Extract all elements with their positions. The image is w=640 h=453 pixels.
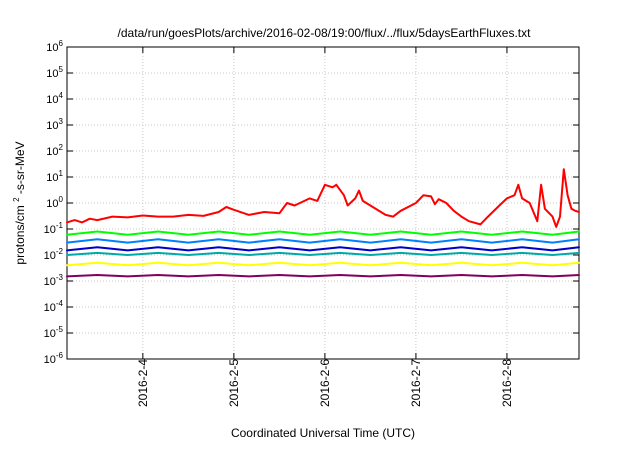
y-tick-label: 10-4 bbox=[44, 299, 64, 314]
y-tick-label-exponent: 1 bbox=[59, 169, 64, 178]
y-tick-label-exponent: 6 bbox=[59, 39, 64, 48]
y-tick-label-base: 10 bbox=[44, 354, 56, 366]
y-tick-label: 10-1 bbox=[44, 221, 64, 236]
y-tick-label-base: 10 bbox=[46, 68, 58, 80]
x-tick-label: 2016-2-7 bbox=[409, 359, 423, 407]
y-tick-label-exponent: 2 bbox=[59, 143, 64, 152]
y-tick-label-exponent: -5 bbox=[56, 325, 64, 334]
y-tick-label-base: 10 bbox=[46, 172, 58, 184]
x-axis: 2016-2-4 2016-2-5 2016-2-6 2016-2-7 2016-2-8 bbox=[136, 47, 514, 407]
y-axis-label: protons/cm 2 -s-sr-MeV bbox=[8, 141, 27, 264]
y-tick-label: 10-3 bbox=[44, 273, 64, 288]
y-tick-label-exponent: 0 bbox=[59, 195, 64, 204]
y-tick-label-exponent: -1 bbox=[56, 221, 64, 230]
series-line-7 bbox=[66, 274, 580, 278]
series-line-6 bbox=[66, 261, 580, 267]
y-tick-label: 104 bbox=[46, 91, 63, 106]
y-tick-label: 103 bbox=[46, 117, 63, 132]
y-tick-label-base: 10 bbox=[46, 42, 58, 54]
series-line-5 bbox=[66, 251, 580, 256]
chart-title: /data/run/goesPlots/archive/2016-02-08/1… bbox=[118, 26, 532, 40]
y-axis-label-superscript: 2 bbox=[12, 197, 21, 202]
series-line-3 bbox=[66, 238, 580, 244]
series-line-2 bbox=[66, 230, 580, 236]
series-layer bbox=[66, 168, 580, 278]
y-tick-label: 10-2 bbox=[44, 247, 64, 262]
x-tick-label: 2016-2-6 bbox=[318, 359, 332, 407]
y-axis: 10-610-510-410-310-210-11001011021031041… bbox=[44, 39, 579, 366]
x-tick-label: 2016-2-8 bbox=[500, 359, 514, 407]
y-tick-label-base: 10 bbox=[46, 146, 58, 158]
y-axis-label-tail: -s-sr-MeV bbox=[13, 141, 27, 194]
y-tick-label: 10-5 bbox=[44, 325, 64, 340]
y-tick-label-exponent: -2 bbox=[56, 247, 64, 256]
y-tick-label-base: 10 bbox=[44, 250, 56, 262]
y-tick-label: 106 bbox=[46, 39, 63, 54]
series-line-4 bbox=[66, 246, 580, 252]
y-tick-label-base: 10 bbox=[44, 224, 56, 236]
y-axis-label-base: protons/cm bbox=[13, 205, 27, 264]
y-tick-label-exponent: -3 bbox=[56, 273, 64, 282]
y-tick-label-exponent: 4 bbox=[59, 91, 64, 100]
x-tick-label: 2016-2-5 bbox=[227, 359, 241, 407]
y-tick-label-base: 10 bbox=[44, 302, 56, 314]
y-tick-label-exponent: 3 bbox=[59, 117, 64, 126]
y-tick-label-base: 10 bbox=[44, 328, 56, 340]
x-axis-label: Coordinated Universal Time (UTC) bbox=[231, 426, 415, 440]
y-tick-label-exponent: -4 bbox=[56, 299, 64, 308]
y-tick-label-base: 10 bbox=[46, 120, 58, 132]
y-tick-label-exponent: -6 bbox=[56, 351, 64, 360]
y-tick-label-base: 10 bbox=[46, 198, 58, 210]
y-tick-label-base: 10 bbox=[46, 94, 58, 106]
x-tick-label: 2016-2-4 bbox=[136, 359, 150, 407]
y-tick-label-base: 10 bbox=[44, 276, 56, 288]
series-line-1 bbox=[66, 168, 580, 228]
y-tick-label: 101 bbox=[46, 169, 63, 184]
y-tick-label: 100 bbox=[46, 195, 63, 210]
y-tick-label: 105 bbox=[46, 65, 63, 80]
y-tick-label: 10-6 bbox=[44, 351, 64, 366]
y-tick-label-exponent: 5 bbox=[59, 65, 64, 74]
y-tick-label: 102 bbox=[46, 143, 63, 158]
